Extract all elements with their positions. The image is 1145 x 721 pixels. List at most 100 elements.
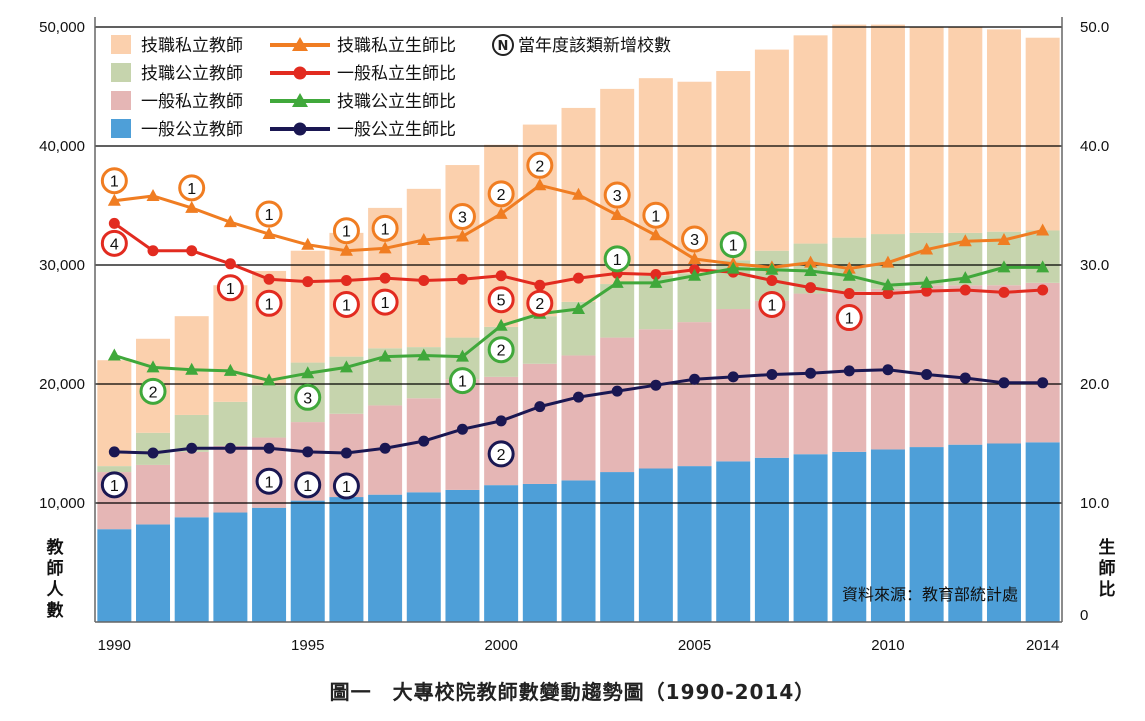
series-point [378, 241, 392, 254]
new-school-marker [487, 440, 515, 468]
y-right-tick-label: 0 [1080, 607, 1088, 624]
new-school-marker [216, 274, 244, 302]
bar-segment [793, 35, 828, 244]
legend-swatch [111, 91, 131, 110]
legend-label: 一般私立生師比 [337, 64, 456, 84]
bar-segment [252, 385, 287, 438]
series-point [689, 373, 701, 385]
series-point [263, 273, 275, 285]
series-point [649, 275, 663, 288]
new-school-marker-count: 1 [381, 221, 390, 238]
bar-segment [445, 165, 480, 338]
series-point [339, 360, 353, 373]
series-point [262, 373, 276, 386]
axes-layer: 10,000 20,000 30,000 40,000 50,000 0 10.0 20.0 3… [39, 17, 1109, 654]
legend-marker [293, 66, 307, 80]
new-school-marker-count: 1 [187, 181, 196, 198]
bar-segment [870, 24, 905, 235]
new-school-marker-count: 4 [110, 236, 119, 253]
bar-segment [600, 284, 635, 338]
series-point [418, 435, 430, 447]
series-point [726, 261, 740, 274]
new-school-marker-count: 2 [497, 187, 506, 204]
x-tick-label: 2010 [871, 637, 904, 654]
series-point [920, 242, 934, 255]
bar-segment [329, 497, 364, 622]
bar-segment [909, 285, 944, 448]
new-school-marker-count: 1 [651, 208, 660, 225]
y-left-tick-label: 40,000 [39, 138, 85, 155]
series-point [610, 208, 624, 221]
series-point [147, 245, 159, 257]
series-point [223, 215, 237, 228]
series-point [301, 366, 315, 379]
series-point [494, 318, 508, 331]
new-school-marker [100, 471, 128, 499]
new-school-marker-count: 2 [535, 158, 544, 175]
new-school-marker-count: 1 [303, 478, 312, 495]
new-school-marker [294, 383, 322, 411]
series-point [1036, 260, 1050, 273]
new-school-marker [294, 471, 322, 499]
bar-segment [522, 483, 557, 622]
bar-segment [909, 27, 944, 233]
bar-segment [136, 524, 171, 622]
series-point [1036, 223, 1050, 236]
bar-segment [290, 500, 325, 622]
bar-segment [600, 472, 635, 622]
series-point [107, 193, 121, 206]
bar-segment [716, 71, 751, 261]
new-school-marker-count: 1 [265, 296, 274, 313]
series-point [456, 423, 468, 435]
bar-segment [948, 27, 983, 233]
legend-label: 一般公立生師比 [337, 120, 456, 140]
new-school-marker [603, 181, 631, 209]
series-point [107, 348, 121, 361]
series-point [301, 237, 315, 250]
new-school-marker-count: 2 [149, 384, 158, 401]
new-school-marker [255, 467, 283, 495]
new-school-marker [139, 377, 167, 405]
series-point [186, 245, 198, 257]
new-school-marker [371, 214, 399, 242]
y-left-axis-label: 師 [47, 558, 64, 579]
series-point [455, 229, 469, 242]
new-school-marker-count: 1 [226, 281, 235, 298]
bar-segment [638, 329, 673, 469]
new-school-marker-count: 3 [458, 209, 467, 226]
bar-segment [716, 461, 751, 622]
series-point [959, 284, 971, 296]
bar-segment [1025, 37, 1060, 231]
legend-label: 一般公立教師 [141, 120, 243, 140]
new-school-marker-count: 1 [458, 374, 467, 391]
series-point [766, 274, 778, 286]
bar-segment [445, 489, 480, 622]
series-point [842, 261, 856, 274]
bar-segment [213, 401, 248, 446]
bar-segment [484, 485, 519, 622]
series-point [572, 187, 585, 200]
series-point [881, 278, 895, 291]
series-point [842, 268, 856, 281]
series-point [998, 377, 1010, 389]
bar-segment [1025, 442, 1060, 622]
bar-segment [368, 494, 403, 622]
series-point [263, 442, 275, 454]
bar-segment [252, 270, 287, 386]
bar-segment [638, 78, 673, 276]
series-point [495, 415, 507, 427]
new-school-marker-count: 1 [342, 479, 351, 496]
series-point [379, 272, 391, 284]
new-school-marker [448, 367, 476, 395]
new-school-marker [487, 180, 515, 208]
bar-segment [677, 322, 712, 467]
series-point [223, 363, 237, 376]
bar-segment [213, 512, 248, 622]
bar-segment [638, 468, 673, 622]
data-source: 資料來源：教育部統計處 [842, 585, 1018, 604]
series-point [456, 273, 468, 285]
legend-swatch [111, 119, 131, 138]
series-point [843, 365, 855, 377]
